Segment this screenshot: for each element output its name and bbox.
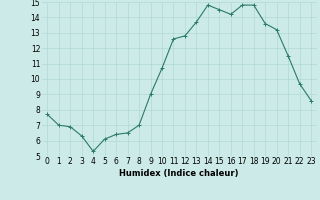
X-axis label: Humidex (Indice chaleur): Humidex (Indice chaleur) xyxy=(119,169,239,178)
